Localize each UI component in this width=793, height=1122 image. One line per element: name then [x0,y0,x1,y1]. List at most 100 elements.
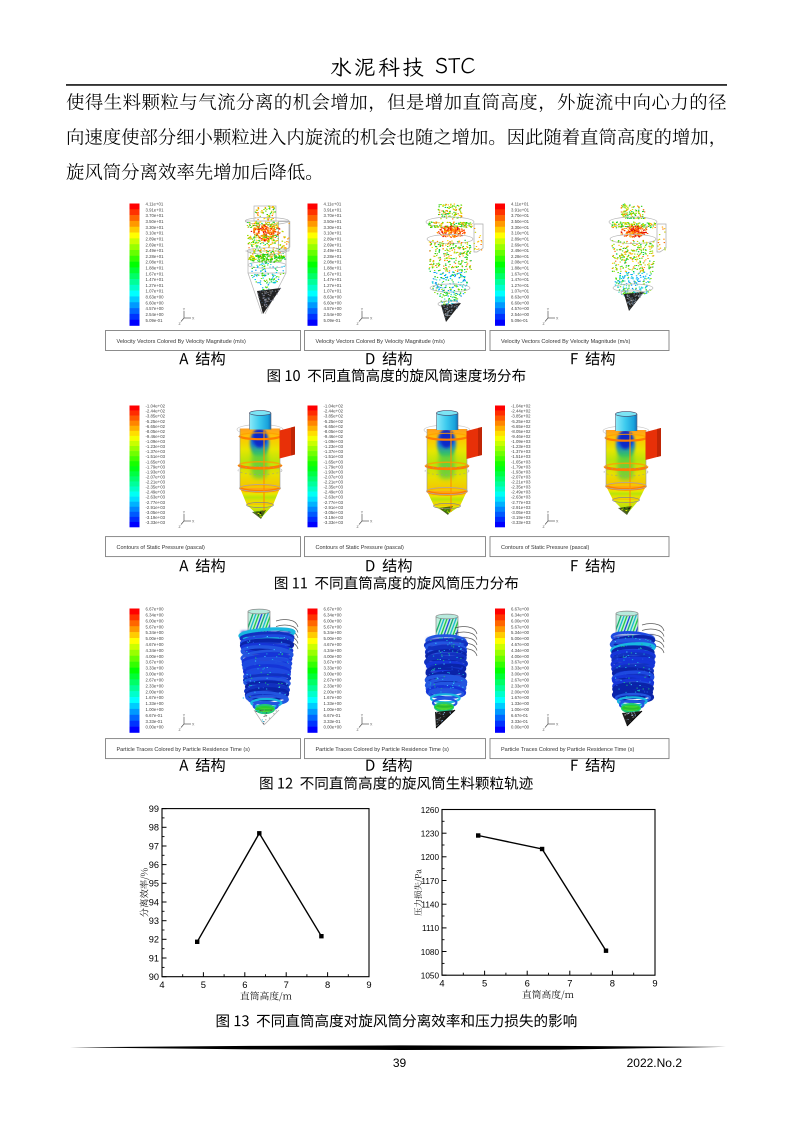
svg-text:99: 99 [149,804,159,814]
svg-text:-1.65e+03: -1.65e+03 [324,459,344,464]
svg-text:6.00e+00: 6.00e+00 [511,618,530,623]
svg-text:X: X [370,317,373,321]
svg-text:-3.19e+03: -3.19e+03 [324,515,344,520]
svg-text:2.28e+01: 2.28e+01 [146,254,165,259]
svg-text:-1.23e+03: -1.23e+03 [324,444,344,449]
svg-text:2.28e+01: 2.28e+01 [324,254,343,259]
svg-text:5.67e+00: 5.67e+00 [511,624,530,629]
svg-text:3.00e+00: 3.00e+00 [324,672,343,677]
svg-text:1.47e+01: 1.47e+01 [324,277,343,282]
svg-text:-1.79e+03: -1.79e+03 [324,464,344,469]
svg-text:Z: Z [543,728,546,732]
svg-text:Z: Z [179,728,182,732]
svg-text:-1.37e+03: -1.37e+03 [146,449,166,454]
svg-text:3.33e-01: 3.33e-01 [324,719,342,724]
svg-text:5.09e-01: 5.09e-01 [146,318,164,323]
svg-text:92: 92 [149,935,159,945]
svg-text:39: 39 [393,1056,407,1070]
svg-text:5.67e+00: 5.67e+00 [324,624,343,629]
svg-text:8: 8 [610,978,615,989]
svg-text:1.00e+00: 1.00e+00 [511,707,530,712]
svg-text:3.00e+00: 3.00e+00 [146,672,165,677]
svg-text:1.67e+00: 1.67e+00 [324,695,343,700]
svg-text:96: 96 [149,860,159,870]
svg-text:Y: Y [547,714,550,718]
svg-text:3.67e+00: 3.67e+00 [511,660,530,665]
svg-text:-8.05e+02: -8.05e+02 [146,429,166,434]
svg-text:6: 6 [242,979,247,990]
svg-text:2.49e+01: 2.49e+01 [511,248,530,253]
svg-text:6: 6 [525,978,530,989]
svg-text:3.10e+01: 3.10e+01 [324,231,343,236]
svg-text:5: 5 [201,979,206,990]
svg-text:1.33e+00: 1.33e+00 [324,701,343,706]
svg-text:2.33e+00: 2.33e+00 [146,683,165,688]
svg-text:3.70e+01: 3.70e+01 [511,213,530,218]
svg-text:6.34e+00: 6.34e+00 [324,613,343,618]
svg-text:2.89e+01: 2.89e+01 [324,237,343,242]
svg-text:5: 5 [482,978,487,989]
svg-text:95: 95 [149,879,159,889]
svg-text:-2.44e+02: -2.44e+02 [324,409,344,414]
svg-text:3.33e+00: 3.33e+00 [511,666,530,671]
svg-text:1.00e+00: 1.00e+00 [146,707,165,712]
svg-text:2.54e+00: 2.54e+00 [511,312,530,317]
svg-text:3.67e+00: 3.67e+00 [324,660,343,665]
svg-text:-2.21e+03: -2.21e+03 [146,480,166,485]
svg-text:2.08e+01: 2.08e+01 [146,260,165,265]
svg-text:-9.46e+02: -9.46e+02 [511,434,531,439]
svg-text:1.67e+01: 1.67e+01 [511,271,530,276]
svg-text:-1.09e+03: -1.09e+03 [324,439,344,444]
svg-text:-3.19e+03: -3.19e+03 [511,515,531,520]
svg-text:5.34e+00: 5.34e+00 [324,630,343,635]
svg-text:-1.23e+03: -1.23e+03 [146,444,166,449]
svg-text:-1.51e+03: -1.51e+03 [511,454,531,459]
svg-text:-2.91e+03: -2.91e+03 [511,505,531,510]
svg-text:3.91e+01: 3.91e+01 [146,207,165,212]
svg-text:3.50e+01: 3.50e+01 [511,219,530,224]
svg-text:-1.93e+03: -1.93e+03 [324,469,344,474]
svg-text:-2.07e+03: -2.07e+03 [511,475,531,480]
svg-text:5.67e+00: 5.67e+00 [146,624,165,629]
svg-text:1.27e+01: 1.27e+01 [146,283,165,288]
svg-text:3.67e+00: 3.67e+00 [146,660,165,665]
svg-text:94: 94 [149,897,159,907]
svg-text:Y: Y [361,511,364,515]
svg-text:2.67e+00: 2.67e+00 [324,678,343,683]
svg-text:X: X [192,723,195,727]
svg-text:5.09e-01: 5.09e-01 [511,318,529,323]
svg-text:X: X [370,723,373,727]
svg-text:1.47e+01: 1.47e+01 [511,277,530,282]
svg-text:5.34e+00: 5.34e+00 [511,630,530,635]
svg-text:Y: Y [361,714,364,718]
svg-text:3.70e+01: 3.70e+01 [324,213,343,218]
svg-text:-1.09e+03: -1.09e+03 [146,439,166,444]
svg-text:93: 93 [149,916,159,926]
svg-text:Contours of Static Pressure (p: Contours of Static Pressure (pascal) [117,545,206,551]
svg-text:-3.19e+03: -3.19e+03 [146,515,166,520]
svg-text:90: 90 [149,972,159,982]
svg-text:4.11e+01: 4.11e+01 [146,202,164,207]
svg-text:3.33e-01: 3.33e-01 [146,719,164,724]
svg-text:2.54e+00: 2.54e+00 [146,312,165,317]
svg-text:-2.91e+03: -2.91e+03 [146,505,166,510]
svg-text:-3.33e+03: -3.33e+03 [146,520,166,525]
svg-text:6.60e+00: 6.60e+00 [146,300,165,305]
svg-text:-3.33e+03: -3.33e+03 [511,520,531,525]
svg-text:-1.04e+02: -1.04e+02 [324,404,344,409]
svg-text:4: 4 [159,979,164,990]
svg-text:0.00e+00: 0.00e+00 [511,725,530,730]
svg-text:-3.85e+02: -3.85e+02 [511,414,531,419]
svg-text:3.00e+00: 3.00e+00 [511,672,530,677]
svg-text:4.57e+00: 4.57e+00 [511,306,530,311]
svg-text:-1.65e+03: -1.65e+03 [146,459,166,464]
svg-text:X: X [556,317,559,321]
svg-text:-8.05e+02: -8.05e+02 [511,429,531,434]
svg-text:1.00e+00: 1.00e+00 [324,707,343,712]
svg-text:6.60e+00: 6.60e+00 [511,300,530,305]
svg-text:-1.79e+03: -1.79e+03 [146,464,166,469]
svg-text:3.33e+00: 3.33e+00 [146,666,165,671]
svg-text:-2.07e+03: -2.07e+03 [324,475,344,480]
svg-text:-9.46e+02: -9.46e+02 [146,434,166,439]
svg-text:-2.77e+03: -2.77e+03 [324,500,344,505]
